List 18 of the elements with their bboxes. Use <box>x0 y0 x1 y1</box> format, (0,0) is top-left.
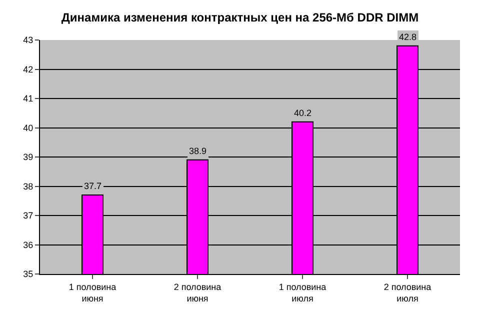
y-tick-label: 36 <box>23 240 34 250</box>
y-tick-label: 38 <box>23 181 34 192</box>
y-tick-label: 41 <box>23 94 34 104</box>
y-tick-label: 39 <box>23 152 34 162</box>
data-label: 40.2 <box>294 108 312 118</box>
y-tick-label: 42 <box>23 64 34 74</box>
x-tick-label: 2 половина июня <box>174 282 222 304</box>
y-tick-label: 40 <box>23 122 34 133</box>
data-label: 38.9 <box>189 146 207 156</box>
y-tick-label: 35 <box>23 269 34 280</box>
data-label: 37.7 <box>84 181 102 191</box>
y-tick-label: 43 <box>23 35 34 46</box>
x-tick-label: 1 половина июня <box>68 282 116 304</box>
y-tick-label: 37 <box>23 210 34 221</box>
x-tick-label: 2 половина июля <box>384 282 432 304</box>
data-label: 42.8 <box>399 32 417 42</box>
chart-title: Динамика изменения контрактных цен на 256-Мб DDR DIMM <box>61 10 419 24</box>
x-tick-label: 1 половина июля <box>278 282 326 304</box>
